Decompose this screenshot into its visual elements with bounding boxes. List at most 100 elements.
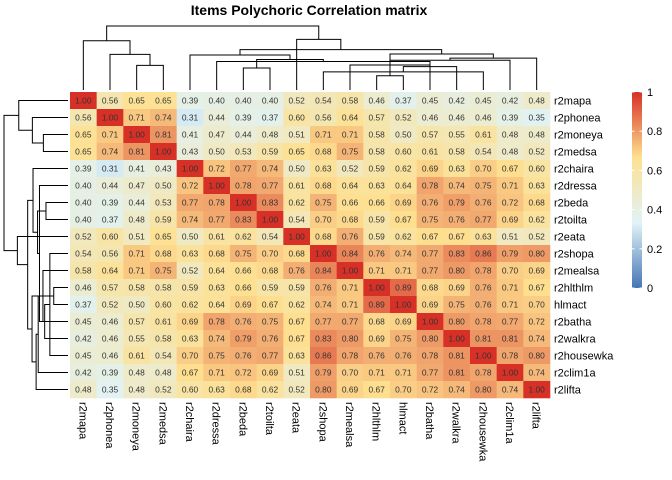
cell-value-label: 0.65 (75, 130, 92, 140)
cell-value-label: 0.78 (235, 181, 252, 191)
cell-value-label: 0.74 (449, 385, 466, 395)
column-label: r2dressa (210, 402, 222, 446)
heatmap-cell (176, 211, 204, 229)
heatmap-cell (70, 92, 97, 110)
row-dendrogram-branch (45, 202, 68, 220)
cell-value-label: 0.48 (129, 385, 146, 395)
heatmap-cell (123, 279, 151, 297)
heatmap-cell (150, 245, 177, 263)
column-label: r2moneya (130, 402, 142, 452)
heatmap-cell (70, 211, 97, 229)
cell-value-label: 0.71 (209, 368, 226, 378)
heatmap-cell (256, 92, 284, 110)
cell-value-label: 0.37 (102, 215, 119, 225)
heatmap-cell (523, 245, 551, 263)
heatmap-cell (496, 143, 524, 161)
cell-value-label: 0.71 (342, 130, 359, 140)
legend-tick-label: 0 (647, 283, 653, 295)
heatmap-cell (283, 92, 311, 110)
heatmap-cell (70, 347, 97, 365)
heatmap-cell (310, 262, 337, 280)
heatmap-cell (310, 109, 337, 127)
column-label: hlmact (396, 402, 408, 434)
column-dendrogram-branch (189, 54, 291, 90)
heatmap-cell (176, 126, 204, 144)
heatmap-cell (230, 381, 257, 399)
heatmap-cell (150, 262, 177, 280)
heatmap-cell (363, 381, 391, 399)
heatmap-cell (256, 228, 284, 246)
heatmap-cell (203, 330, 231, 348)
heatmap-cell (443, 381, 471, 399)
cell-value-label: 0.69 (342, 385, 359, 395)
cell-value-label: 0.66 (235, 266, 252, 276)
cell-value-label: 0.44 (129, 198, 146, 208)
heatmap-cell (310, 177, 337, 195)
heatmap-cell (496, 279, 524, 297)
cell-value-label: 0.42 (502, 96, 519, 106)
cell-value-label: 0.69 (422, 164, 439, 174)
column-dendrogram-branch (296, 38, 342, 90)
heatmap-cell (443, 347, 471, 365)
heatmap-cell (203, 194, 231, 212)
heatmap-cell (416, 228, 444, 246)
cell-value-label: 1.00 (475, 351, 492, 361)
cell-value-label: 0.80 (342, 334, 359, 344)
heatmap-cell (523, 228, 551, 246)
heatmap-cell (96, 211, 124, 229)
column-dendrogram-branch (256, 59, 324, 68)
heatmap-cell (283, 126, 311, 144)
cell-value-label: 0.81 (155, 130, 172, 140)
cell-value-label: 0.71 (129, 249, 146, 259)
cell-value-label: 0.41 (182, 130, 199, 140)
column-label: r2hlthlm (370, 402, 382, 441)
heatmap-cell (416, 279, 444, 297)
cell-value-label: 0.52 (289, 385, 306, 395)
cell-value-label: 0.69 (395, 198, 412, 208)
heatmap-cell (416, 347, 444, 365)
cell-value-label: 0.62 (182, 300, 199, 310)
cell-value-label: 0.51 (289, 368, 306, 378)
heatmap-cell (150, 109, 177, 127)
heatmap-cell (363, 364, 391, 382)
heatmap-cell (70, 194, 97, 212)
heatmap-cell (496, 313, 524, 331)
heatmap-cell (523, 143, 551, 161)
heatmap-cell (96, 347, 124, 365)
column-dendrogram-branch (82, 40, 131, 90)
heatmap-cell (496, 160, 524, 178)
heatmap-cell (230, 364, 257, 382)
heatmap-cell (470, 296, 497, 314)
row-label: r2batha (554, 317, 592, 329)
heatmap-cell (310, 126, 337, 144)
heatmap-cell (496, 92, 524, 110)
cell-value-label: 0.76 (235, 351, 252, 361)
cell-value-label: 0.67 (262, 300, 279, 310)
heatmap-cell (416, 262, 444, 280)
heatmap-cell (123, 126, 151, 144)
cell-value-label: 0.44 (102, 181, 119, 191)
legend-tick-label: 0.8 (647, 126, 662, 138)
cell-value-label: 0.52 (289, 96, 306, 106)
row-label: r2toilta (554, 215, 588, 227)
heatmap-cell (96, 245, 124, 263)
cell-value-label: 0.78 (209, 198, 226, 208)
heatmap-cell (443, 245, 471, 263)
cell-value-label: 0.71 (102, 130, 119, 140)
heatmap-cell (336, 313, 364, 331)
cell-value-label: 0.89 (395, 283, 412, 293)
cell-value-label: 0.75 (395, 334, 412, 344)
heatmap-cell (203, 143, 231, 161)
heatmap-cell (70, 177, 97, 195)
heatmap-cell (416, 211, 444, 229)
heatmap-cell (203, 347, 231, 365)
cell-value-label: 0.41 (129, 164, 146, 174)
heatmap-cell (283, 245, 311, 263)
cell-value-label: 0.50 (209, 147, 226, 157)
cell-value-label: 0.66 (342, 198, 359, 208)
row-label: r2clim1a (554, 368, 596, 380)
heatmap-cell (283, 296, 311, 314)
cell-value-label: 0.60 (289, 113, 306, 123)
column-dendrogram (82, 25, 538, 90)
